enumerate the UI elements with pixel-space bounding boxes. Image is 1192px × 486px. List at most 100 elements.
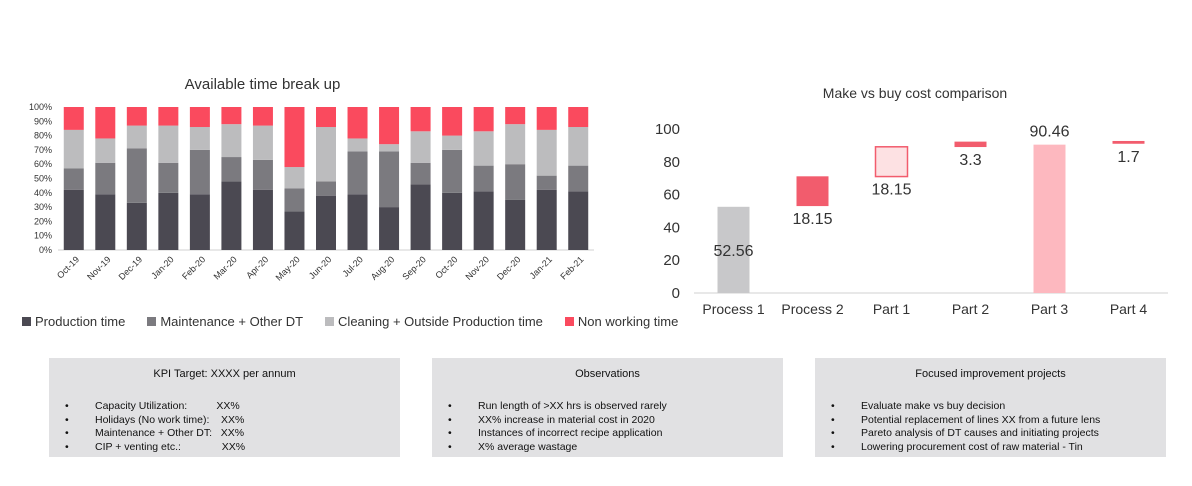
y-tick-label: 40 (663, 219, 680, 236)
stacked-bar-segment (189, 149, 210, 195)
legend-item-cleaning: Cleaning + Outside Production time (325, 314, 543, 329)
stacked-bar-segment (347, 151, 368, 195)
data-label: 18.15 (871, 182, 911, 199)
stacked-bar-segment (410, 184, 431, 250)
stacked-bar-segment (126, 125, 147, 149)
stacked-bar-segment (568, 191, 589, 250)
waterfall-bar (874, 146, 909, 178)
waterfall-bar (796, 176, 829, 207)
x-tick-label: Part 3 (1031, 301, 1069, 317)
stacked-bar-segment (442, 192, 463, 250)
x-tick-label: Part 2 (952, 301, 990, 317)
legend-item-production: Production time (22, 314, 125, 329)
stacked-chart-title: Available time break up (184, 76, 341, 93)
x-tick-label: Nov-20 (463, 254, 491, 282)
stacked-bar-segment (189, 107, 210, 128)
waterfall-bar (717, 206, 750, 293)
stacked-bar-segment (189, 194, 210, 250)
waterfall-bar (954, 141, 987, 148)
stacked-bar-segment (379, 144, 400, 152)
stacked-bar-segment (252, 125, 273, 160)
stacked-bar-segment (316, 195, 336, 250)
observation-item: XX% increase in material cost in 2020 (432, 414, 783, 428)
stacked-bar-segment (410, 131, 431, 163)
stacked-chart-legend: Production time Maintenance + Other DT C… (22, 314, 678, 329)
y-tick-label: 100% (29, 102, 52, 112)
y-tick-label: 90% (34, 116, 52, 126)
x-tick-label: Sep-20 (400, 254, 428, 282)
y-tick-label: 20% (34, 216, 52, 226)
observations-panel: Observations Run length of >XX hrs is ob… (432, 358, 783, 457)
observation-item: X% average wastage (432, 441, 783, 455)
stacked-bar-segment (505, 164, 526, 200)
stacked-bar-segment (473, 107, 494, 132)
stacked-bar-segment (568, 165, 589, 192)
stacked-bar-segment (221, 107, 242, 125)
x-tick-label: May-20 (274, 254, 302, 282)
stacked-bar-segment (410, 162, 431, 185)
kpi-list: Capacity Utilization: XX% Holidays (No w… (49, 400, 400, 454)
observations-list: Run length of >XX hrs is observed rarely… (432, 400, 783, 454)
stacked-bar-segment (284, 107, 305, 168)
stacked-bar-segment (442, 135, 463, 150)
stacked-bar-segment (284, 188, 305, 212)
stacked-bar-segment (63, 189, 84, 250)
kpi-item: CIP + venting etc.: XX% (49, 441, 400, 455)
stacked-bar-segment (379, 151, 400, 208)
stacked-bar-segment (252, 107, 273, 126)
stacked-bar-segment (473, 191, 494, 250)
stacked-bar-segment (189, 127, 210, 150)
data-label: 90.46 (1029, 124, 1069, 141)
observation-item: Instances of incorrect recipe applicatio… (432, 427, 783, 441)
y-tick-label: 0% (39, 245, 52, 255)
observations-panel-title: Observations (575, 368, 640, 380)
stacked-bar-segment (158, 125, 179, 163)
stacked-bar-segment (95, 138, 116, 163)
stacked-bar-segment (536, 189, 557, 250)
stacked-bar-segment (95, 194, 116, 250)
stacked-bar-segment (126, 202, 147, 250)
stacked-bar-segment (63, 168, 84, 190)
stacked-bar-segment (568, 127, 589, 166)
y-tick-label: 50% (34, 174, 52, 184)
kpi-item: Maintenance + Other DT: XX% (49, 427, 400, 441)
stacked-bar-segment (284, 167, 305, 189)
x-tick-label: Mar-20 (212, 254, 239, 281)
stacked-bar-segment (316, 107, 336, 128)
stacked-bar-segment (126, 107, 147, 126)
stacked-bar-segment (284, 211, 305, 250)
data-label: 3.3 (959, 152, 981, 169)
stacked-bar-segment (221, 181, 242, 250)
x-tick-label: Process 1 (702, 301, 764, 317)
y-tick-label: 30% (34, 202, 52, 212)
legend-label-production: Production time (35, 314, 126, 329)
stacked-bar-segment (379, 207, 400, 250)
project-item: Potential replacement of lines XX from a… (815, 414, 1166, 428)
projects-panel: Focused improvement projects Evaluate ma… (815, 358, 1166, 457)
x-tick-label: Nov-19 (85, 254, 113, 282)
project-item: Evaluate make vs buy decision (815, 400, 1166, 414)
waterfall-chart-title: Make vs buy cost comparison (822, 85, 1008, 101)
y-tick-label: 10% (34, 231, 52, 241)
stacked-bar-segment (316, 181, 336, 196)
observation-item: Run length of >XX hrs is observed rarely (432, 400, 783, 414)
x-tick-label: Part 4 (1110, 301, 1148, 317)
kpi-item: Holidays (No work time): XX% (49, 414, 400, 428)
y-tick-label: 80 (663, 154, 680, 171)
legend-swatch-production (22, 317, 31, 326)
kpi-panel: KPI Target: XXXX per annum Capacity Util… (49, 358, 400, 457)
project-item: Pareto analysis of DT causes and initiat… (815, 427, 1166, 441)
stacked-bar-segment (442, 149, 463, 193)
x-tick-label: Feb-21 (558, 254, 585, 281)
stacked-bar-segment (536, 107, 557, 130)
legend-label-nonworking: Non working time (577, 314, 679, 329)
x-tick-label: Jan-20 (149, 254, 176, 281)
y-tick-label: 40% (34, 188, 52, 198)
stacked-bar-segment (316, 127, 336, 182)
stacked-bar-segment (63, 107, 84, 130)
waterfall-bar (1033, 144, 1066, 293)
stacked-bar-segment (221, 157, 242, 182)
kpi-item: Capacity Utilization: XX% (49, 400, 400, 414)
legend-item-nonworking: Non working time (564, 314, 679, 329)
x-tick-label: Jan-21 (528, 254, 555, 281)
